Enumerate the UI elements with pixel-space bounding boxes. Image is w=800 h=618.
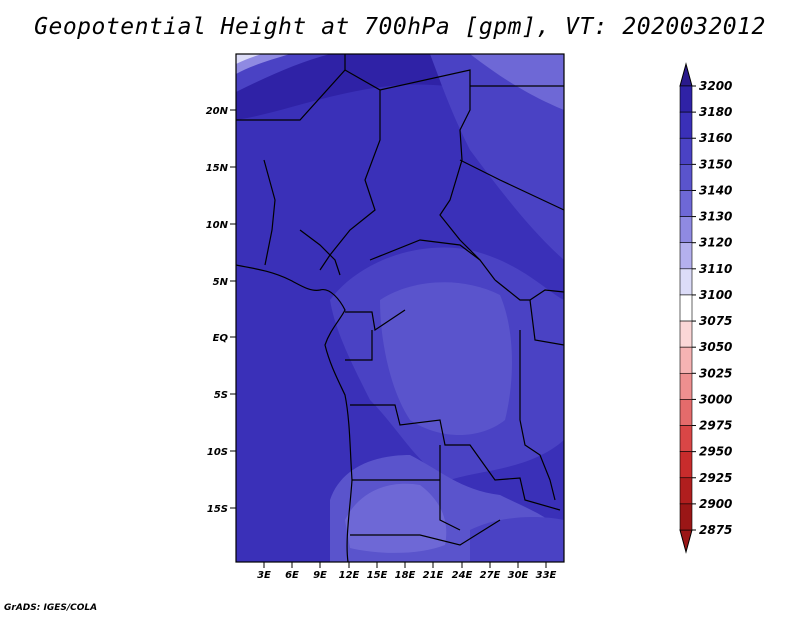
lon-tick-label: 21E xyxy=(423,570,444,581)
lat-axis: 20N 15N 10N 5N EQ 5S 10S 15S xyxy=(206,106,236,515)
lon-tick-label: 33E xyxy=(536,570,557,581)
colorbar-cell xyxy=(679,503,693,531)
lat-tick-label: 15N xyxy=(206,163,229,174)
colorbar-cell xyxy=(679,137,693,165)
colorbar-cell xyxy=(679,477,693,505)
border-8 xyxy=(369,239,481,261)
colorbar-cell xyxy=(679,399,693,426)
colorbar-label: 3025 xyxy=(699,366,732,380)
lon-tick-label: 3E xyxy=(257,570,271,581)
colorbar-top-arrow xyxy=(679,62,693,87)
colorbar: 3200 3180 3160 3150 3140 3130 3120 3110 3100 3075… xyxy=(679,62,732,554)
border-1 xyxy=(236,54,346,121)
colorbar-label: 2900 xyxy=(699,497,732,511)
colorbar-cell xyxy=(679,111,693,139)
colorbar-cell xyxy=(679,242,693,270)
colorbar-cell xyxy=(679,320,693,348)
colorbar-bottom-arrow xyxy=(679,529,693,554)
field-central-3140 xyxy=(380,282,512,435)
colorbar-cell xyxy=(679,164,693,191)
colorbar-label: 2975 xyxy=(699,419,732,433)
colorbar-cell xyxy=(679,346,693,374)
colorbar-label: 3075 xyxy=(699,314,732,328)
field-ne-3130 xyxy=(470,54,564,110)
colorbar-cell xyxy=(679,451,693,479)
colorbar-cell xyxy=(679,190,693,217)
lon-tick-label: 18E xyxy=(395,570,416,581)
colorbar-label: 2875 xyxy=(699,523,732,537)
field-corner-nw-light xyxy=(236,54,290,74)
border-15 xyxy=(350,519,501,546)
country-borders xyxy=(236,54,564,562)
border-12 xyxy=(350,404,561,511)
colorbar-cell xyxy=(679,268,693,296)
lon-tick-label: 24E xyxy=(452,570,473,581)
border-16 xyxy=(519,330,556,501)
colorbar-label: 2950 xyxy=(699,445,732,459)
colorbar-label: 3120 xyxy=(699,236,732,250)
border-10 xyxy=(345,330,373,361)
coastline xyxy=(236,264,353,562)
chart-title: Geopotential Height at 700hPa [gpm], VT:… xyxy=(34,14,766,40)
lat-tick-label: 5S xyxy=(214,390,228,401)
colorbar-cell xyxy=(679,425,693,452)
credit-label: GrADS: IGES/COLA xyxy=(4,603,98,613)
colorbar-label: 3000 xyxy=(699,392,732,406)
lon-tick-label: 9E xyxy=(313,570,327,581)
colorbar-cell xyxy=(679,216,693,244)
border-9 xyxy=(345,309,406,332)
border-6 xyxy=(263,159,276,266)
lat-tick-label: 20N xyxy=(206,106,229,117)
colorbar-label: 3130 xyxy=(699,210,732,224)
colorbar-cells xyxy=(679,85,693,531)
border-5 xyxy=(459,159,564,211)
lon-axis: 3E 6E 9E 12E 15E 18E 21E 24E 27E 30E 33E xyxy=(257,562,557,581)
lon-tick-label: 6E xyxy=(285,570,299,581)
border-2 xyxy=(319,69,381,271)
field-ne-3150 xyxy=(430,54,564,260)
lat-tick-label: 10N xyxy=(206,220,229,231)
colorbar-label: 2925 xyxy=(699,471,732,485)
colorbar-label: 3100 xyxy=(699,288,732,302)
colorbar-label: 3200 xyxy=(699,79,732,93)
colorbar-label: 3050 xyxy=(699,340,732,354)
colorbar-labels: 3200 3180 3160 3150 3140 3130 3120 3110 3100 3075… xyxy=(692,79,732,537)
border-7 xyxy=(299,229,341,276)
lon-tick-label: 15E xyxy=(367,570,388,581)
colorbar-label: 3140 xyxy=(699,183,732,197)
colorbar-label: 3160 xyxy=(699,131,732,145)
lat-tick-label: EQ xyxy=(213,333,229,344)
border-13 xyxy=(439,445,461,531)
colorbar-cell xyxy=(679,294,693,322)
border-17 xyxy=(529,299,564,346)
border-3 xyxy=(379,69,496,281)
lon-tick-label: 30E xyxy=(508,570,529,581)
colorbar-cell xyxy=(679,85,693,113)
lat-tick-label: 5N xyxy=(213,277,229,288)
field-corner-nw-lightest xyxy=(236,54,262,64)
field-se-3150 xyxy=(470,517,564,562)
colorbar-cell xyxy=(679,372,693,400)
colorbar-label: 3180 xyxy=(699,105,732,119)
height-field xyxy=(236,54,564,562)
lon-tick-label: 27E xyxy=(480,570,501,581)
lat-tick-label: 10S xyxy=(207,447,228,458)
colorbar-label: 3110 xyxy=(699,262,732,276)
colorbar-label: 3150 xyxy=(699,157,732,171)
map-frame xyxy=(235,53,565,563)
lat-tick-label: 15S xyxy=(207,504,228,515)
lon-tick-label: 12E xyxy=(339,570,360,581)
